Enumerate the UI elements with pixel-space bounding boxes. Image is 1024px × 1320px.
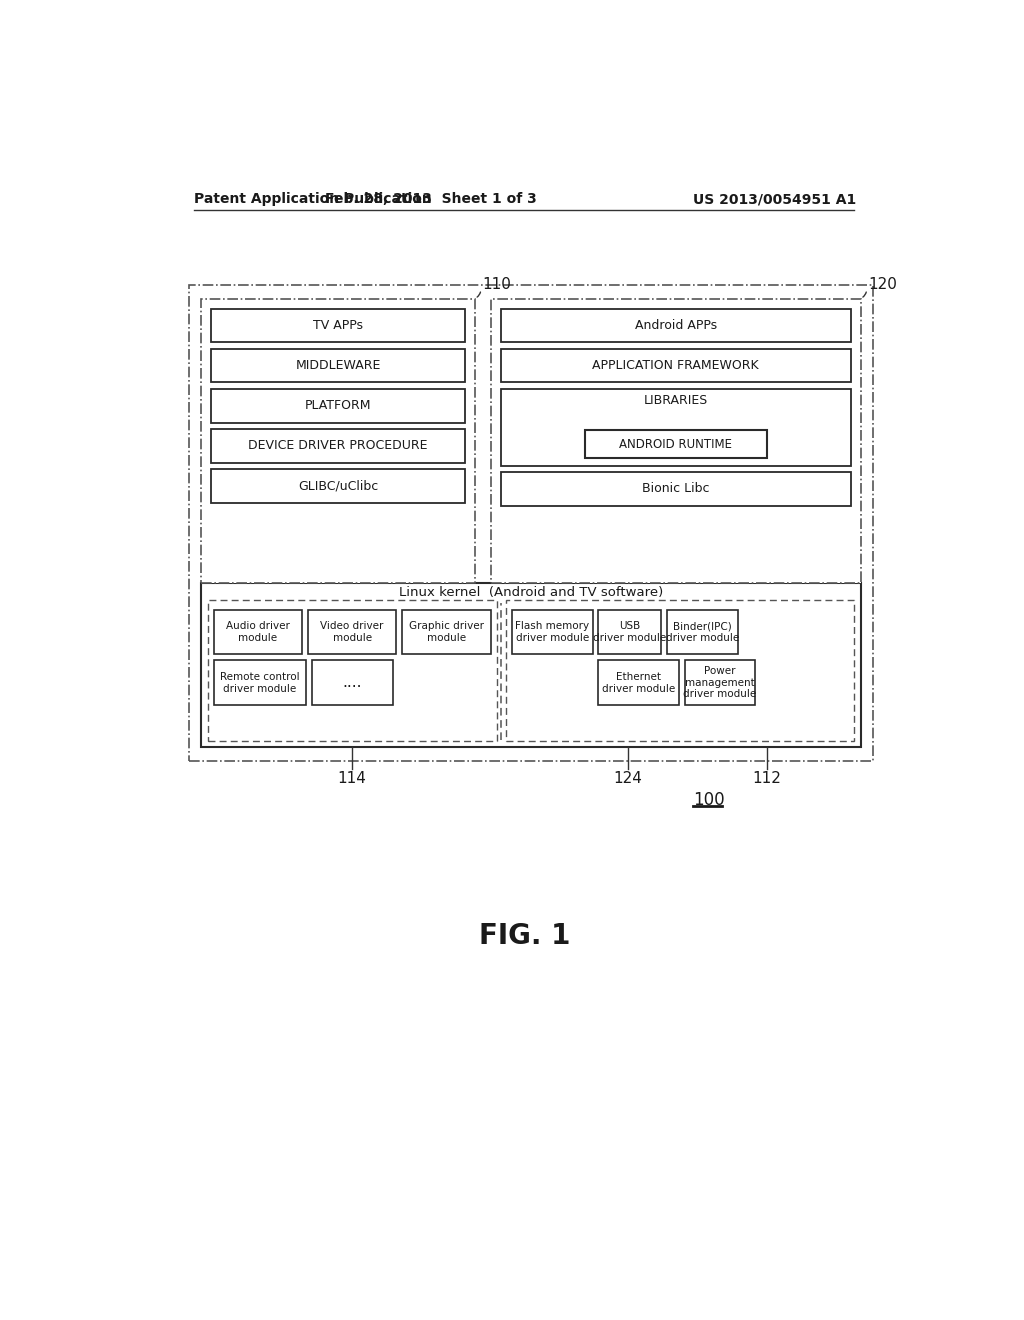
Text: Feb. 28, 2013  Sheet 1 of 3: Feb. 28, 2013 Sheet 1 of 3 (325, 193, 537, 206)
Text: Binder(IPC)
driver module: Binder(IPC) driver module (666, 622, 739, 643)
Text: MIDDLEWARE: MIDDLEWARE (295, 359, 381, 372)
Bar (211, 348, 465, 383)
Bar (598, 610, 662, 655)
Text: 114: 114 (338, 771, 367, 785)
Bar (501, 471, 851, 506)
Bar (214, 610, 302, 655)
Text: Linux kernel  (Android and TV software): Linux kernel (Android and TV software) (398, 586, 664, 599)
Text: Remote control
driver module: Remote control driver module (220, 672, 300, 693)
Text: GLIBC/uClibc: GLIBC/uClibc (298, 479, 378, 492)
Text: Power
management
driver module: Power management driver module (683, 667, 757, 700)
Bar (311, 660, 392, 705)
Bar (501, 348, 851, 383)
Bar (501, 388, 851, 466)
Bar (202, 298, 475, 583)
Text: 112: 112 (753, 771, 781, 785)
Text: Video driver
module: Video driver module (321, 622, 384, 643)
Text: PLATFORM: PLATFORM (305, 399, 372, 412)
Text: Graphic driver
module: Graphic driver module (409, 622, 483, 643)
Text: DEVICE DRIVER PROCEDURE: DEVICE DRIVER PROCEDURE (249, 440, 428, 453)
Text: Flash memory
driver module: Flash memory driver module (515, 622, 590, 643)
Bar (202, 583, 860, 747)
Bar (685, 660, 756, 705)
Bar (211, 469, 465, 503)
Bar (401, 610, 490, 655)
Text: ANDROID RUNTIME: ANDROID RUNTIME (620, 437, 732, 450)
Text: 124: 124 (613, 771, 642, 785)
Text: Android APPs: Android APPs (635, 319, 717, 333)
Bar (211, 429, 465, 462)
Text: Patent Application Publication: Patent Application Publication (195, 193, 432, 206)
Text: TV APPs: TV APPs (313, 319, 364, 333)
Bar (501, 309, 851, 342)
Bar (308, 610, 396, 655)
Bar (598, 660, 679, 705)
Text: LIBRARIES: LIBRARIES (644, 393, 708, 407)
Bar (512, 610, 593, 655)
Text: Bionic Libc: Bionic Libc (642, 482, 710, 495)
Bar (211, 309, 465, 342)
Text: Audio driver
module: Audio driver module (226, 622, 290, 643)
Bar (211, 388, 465, 422)
Text: ....: .... (342, 676, 361, 690)
Text: APPLICATION FRAMEWORK: APPLICATION FRAMEWORK (593, 359, 759, 372)
Bar (667, 610, 737, 655)
Bar (208, 601, 497, 742)
Text: Ethernet
driver module: Ethernet driver module (602, 672, 676, 693)
Text: US 2013/0054951 A1: US 2013/0054951 A1 (692, 193, 856, 206)
Bar (189, 285, 872, 762)
Bar (214, 660, 306, 705)
Text: 110: 110 (482, 277, 511, 292)
Bar (506, 601, 854, 742)
Text: FIG. 1: FIG. 1 (479, 923, 570, 950)
Text: USB
driver module: USB driver module (593, 622, 667, 643)
Text: 120: 120 (868, 277, 897, 292)
Text: 100: 100 (692, 791, 724, 809)
Bar (490, 298, 860, 583)
Bar (585, 430, 767, 458)
